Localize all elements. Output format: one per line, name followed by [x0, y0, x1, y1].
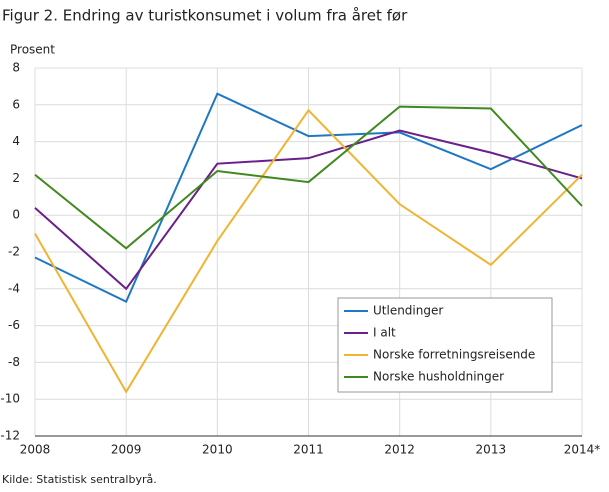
series-line [34, 108, 583, 394]
x-tick-label: 2014* [564, 443, 601, 457]
source: Kilde: Statistisk sentralbyrå. [2, 473, 157, 486]
legend-label: Norske forretningsreisende [373, 348, 535, 362]
y-tick-label: -2 [8, 245, 20, 259]
legend-label: I alt [373, 326, 396, 340]
legend-label: Norske husholdninger [373, 370, 504, 384]
y-tick-label: 2 [12, 171, 20, 185]
series-line [34, 105, 583, 250]
legend-label: Utlendinger [373, 304, 443, 318]
x-tick-label: 2008 [20, 443, 51, 457]
y-tick-label: -6 [8, 318, 20, 332]
y-tick-label: 4 [12, 134, 20, 148]
y-tick-label: -10 [0, 392, 20, 406]
x-tick-label: 2012 [384, 443, 415, 457]
x-tick-label: 2010 [202, 443, 233, 457]
y-tick-label: -4 [8, 281, 20, 295]
y-axis-label: Prosent [10, 43, 55, 57]
series-line [34, 92, 583, 304]
legend-box [337, 297, 553, 393]
y-tick-label: 8 [12, 61, 20, 75]
y-tick-label: 6 [12, 97, 20, 111]
chart-title: Figur 2. Endring av turistkonsumet i vol… [2, 7, 408, 25]
x-tick-label: 2013 [476, 443, 507, 457]
y-tick-label: 0 [12, 208, 20, 222]
y-tick-label: -12 [0, 429, 20, 443]
series-line [34, 129, 583, 291]
x-tick-label: 2009 [111, 443, 142, 457]
y-tick-label: -8 [8, 355, 20, 369]
x-tick-label: 2011 [293, 443, 324, 457]
